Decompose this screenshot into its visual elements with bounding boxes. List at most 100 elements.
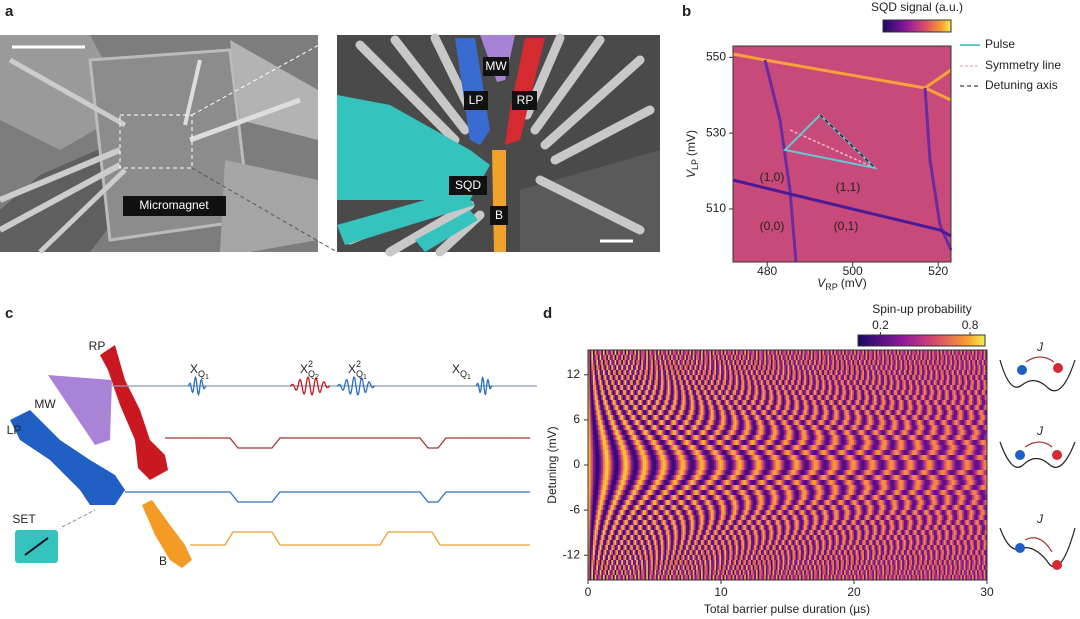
- heat-cell: [867, 350, 870, 356]
- heat-cell: [895, 445, 898, 451]
- heat-cell: [950, 400, 953, 406]
- heat-cell: [754, 425, 757, 431]
- heat-cell: [740, 420, 743, 426]
- heat-cell: [607, 355, 610, 361]
- heat-cell: [604, 370, 607, 376]
- heat-cell: [601, 415, 604, 421]
- heat-cell: [719, 425, 722, 431]
- heat-cell: [712, 445, 715, 451]
- heat-cell: [810, 400, 813, 406]
- heat-cell: [960, 355, 963, 361]
- heat-cell: [957, 390, 960, 396]
- heat-cell: [872, 380, 875, 386]
- heat-cell: [785, 440, 788, 446]
- heat-cell: [980, 415, 983, 421]
- heat-cell: [890, 400, 893, 406]
- heat-cell: [699, 410, 702, 416]
- heat-cell: [666, 430, 669, 436]
- heat-cell: [754, 350, 757, 356]
- heat-cell: [616, 390, 619, 396]
- heat-cell: [888, 440, 891, 446]
- heat-cell: [589, 380, 592, 386]
- heat-cell: [922, 435, 925, 441]
- heat-cell: [792, 430, 795, 436]
- heat-cell: [935, 425, 938, 431]
- heat-cell: [820, 430, 823, 436]
- heat-cell: [933, 440, 936, 446]
- heat-cell: [962, 440, 965, 446]
- heat-cell: [905, 365, 908, 371]
- heat-cell: [814, 370, 817, 376]
- heat-cell: [735, 425, 738, 431]
- heat-cell: [604, 410, 607, 416]
- heat-cell: [589, 445, 592, 451]
- heat-cell: [888, 385, 891, 391]
- heat-cell: [760, 415, 763, 421]
- heat-cell: [732, 400, 735, 406]
- heat-cell: [722, 420, 725, 426]
- heat-cell: [691, 425, 694, 431]
- heat-cell: [717, 350, 720, 356]
- heat-cell: [917, 355, 920, 361]
- heat-cell: [960, 395, 963, 401]
- heat-cell: [948, 405, 951, 411]
- heat-cell: [764, 405, 767, 411]
- heat-cell: [895, 370, 898, 376]
- heat-cell: [764, 350, 767, 356]
- heat-cell: [840, 425, 843, 431]
- heat-cell: [817, 385, 820, 391]
- heat-cell: [742, 420, 745, 426]
- heat-cell: [716, 375, 718, 381]
- heat-cell: [867, 435, 870, 441]
- heat-cell: [900, 380, 903, 386]
- heat-cell: [646, 440, 649, 446]
- heat-cell: [622, 365, 625, 371]
- heat-cell: [687, 440, 690, 446]
- heat-cell: [827, 440, 830, 446]
- heat-cell: [957, 445, 960, 451]
- heat-cell: [865, 425, 868, 431]
- heat-cell: [686, 385, 689, 391]
- heat-cell: [900, 360, 903, 366]
- heat-cell: [907, 400, 910, 406]
- heat-cell: [845, 400, 848, 406]
- heat-cell: [609, 410, 612, 416]
- heat-cell: [840, 385, 843, 391]
- heat-cell: [870, 355, 873, 361]
- heat-cell: [725, 420, 728, 426]
- heat-cell: [714, 405, 717, 411]
- heat-cell: [862, 400, 865, 406]
- heat-cell: [912, 425, 915, 431]
- heat-cell: [900, 350, 903, 356]
- heat-cell: [953, 355, 956, 361]
- heat-cell: [740, 400, 743, 406]
- heat-cell: [632, 410, 635, 416]
- heat-cell: [844, 365, 846, 371]
- heat-cell: [817, 415, 820, 421]
- heat-cell: [912, 405, 915, 411]
- heat-cell: [614, 375, 617, 381]
- heat-cell: [752, 365, 755, 371]
- heat-cell: [940, 425, 943, 431]
- heat-cell: [727, 365, 730, 371]
- heat-cell: [611, 430, 614, 436]
- heat-cell: [735, 380, 738, 386]
- heat-cell: [724, 410, 727, 416]
- heat-cell: [825, 435, 828, 441]
- heat-cell: [667, 385, 670, 391]
- heat-cell: [917, 360, 920, 366]
- heat-cell: [925, 415, 928, 421]
- heat-cell: [972, 355, 974, 361]
- heat-cell: [932, 440, 935, 446]
- heat-cell: [745, 360, 748, 366]
- heat-cell: [749, 395, 752, 401]
- heat-cell: [599, 400, 602, 406]
- heat-cell: [943, 405, 946, 411]
- heat-cell: [699, 445, 702, 451]
- heat-cell: [716, 355, 718, 361]
- heat-cell: [636, 420, 639, 426]
- heat-cell: [604, 365, 607, 371]
- heat-cell: [789, 375, 792, 381]
- heat-cell: [596, 415, 599, 421]
- heat-cell: [662, 440, 665, 446]
